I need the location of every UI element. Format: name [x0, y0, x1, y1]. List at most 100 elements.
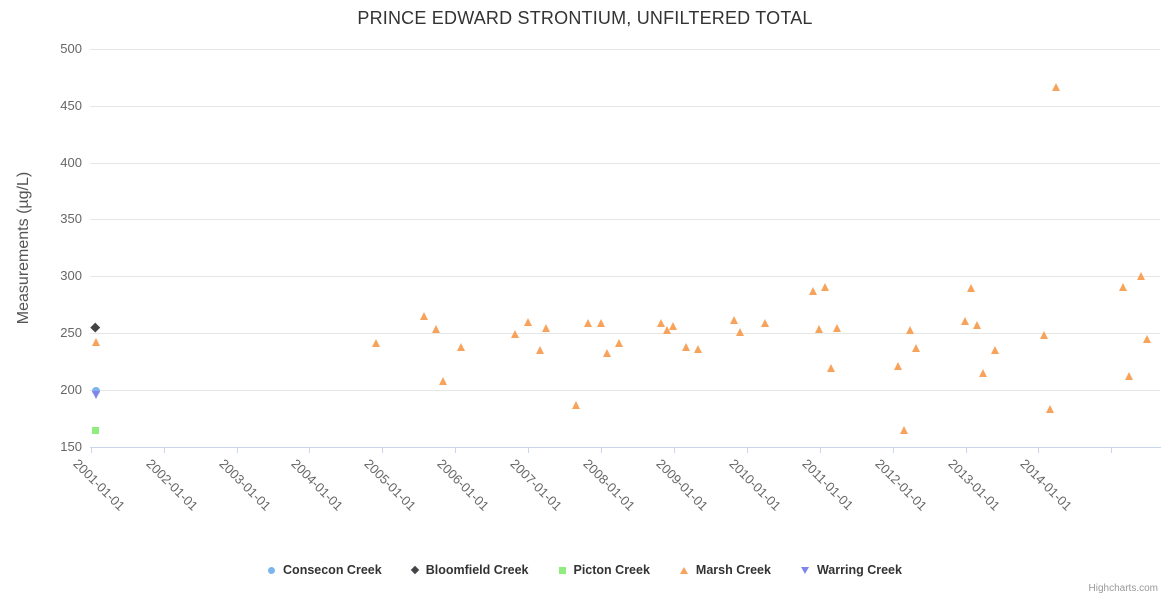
data-point-marsh-creek[interactable]: [596, 318, 605, 327]
data-point-marsh-creek[interactable]: [456, 342, 465, 351]
data-point-marsh-creek[interactable]: [991, 346, 1000, 355]
x-axis-tick: [455, 448, 457, 453]
data-point-marsh-creek[interactable]: [827, 364, 836, 373]
x-axis-label-2014-01-01: 2014-01-01: [1017, 456, 1076, 514]
data-point-marsh-creek[interactable]: [584, 318, 593, 327]
x-axis-label-2010-01-01: 2010-01-01: [726, 456, 784, 514]
data-point-marsh-creek[interactable]: [1046, 405, 1055, 414]
data-point-marsh-creek[interactable]: [1052, 83, 1061, 92]
data-point-marsh-creek[interactable]: [438, 376, 447, 385]
y-axis-label-350: 350: [60, 211, 82, 227]
data-point-marsh-creek[interactable]: [730, 315, 739, 324]
data-point-bloomfield-creek[interactable]: [90, 322, 101, 332]
legend-item-bloomfield-creek[interactable]: Bloomfield Creek: [410, 563, 529, 577]
x-axis-tick: [528, 448, 530, 453]
data-point-marsh-creek[interactable]: [92, 338, 101, 347]
data-point-marsh-creek[interactable]: [535, 346, 544, 355]
x-axis-label-2005-01-01: 2005-01-01: [361, 456, 420, 514]
x-axis-tick: [673, 448, 675, 453]
legend-item-picton-creek[interactable]: Picton Creek: [558, 563, 650, 577]
data-point-marsh-creek[interactable]: [511, 330, 520, 339]
y-gridline-400: [90, 162, 1160, 164]
legend-label-warring-creek: Warring Creek: [816, 563, 902, 577]
data-point-marsh-creek[interactable]: [371, 339, 380, 348]
data-point-marsh-creek[interactable]: [1137, 272, 1146, 281]
legend-label-bloomfield-creek: Bloomfield Creek: [425, 563, 529, 577]
x-axis-label-2006-01-01: 2006-01-01: [434, 456, 493, 514]
y-axis-label-400: 400: [60, 154, 82, 170]
data-point-marsh-creek[interactable]: [572, 400, 581, 409]
data-point-marsh-creek[interactable]: [602, 348, 611, 357]
legend-label-consecon-creek: Consecon Creek: [283, 563, 382, 577]
data-point-picton-creek[interactable]: [92, 427, 100, 435]
y-axis-label-200: 200: [60, 382, 82, 398]
legend-item-warring-creek[interactable]: Warring Creek: [800, 563, 902, 577]
data-point-marsh-creek[interactable]: [973, 321, 982, 330]
y-gridline-500: [90, 48, 1160, 50]
x-axis-label-2003-01-01: 2003-01-01: [215, 456, 274, 514]
data-point-marsh-creek[interactable]: [693, 345, 702, 354]
data-point-marsh-creek[interactable]: [681, 342, 690, 351]
x-axis-label-2001-01-01: 2001-01-01: [70, 456, 128, 514]
data-point-marsh-creek[interactable]: [833, 323, 842, 332]
x-axis-tick: [601, 448, 602, 453]
credits-link[interactable]: Highcharts.com: [1088, 583, 1158, 594]
data-point-warring-creek[interactable]: [92, 390, 101, 399]
y-axis-label-250: 250: [60, 325, 82, 341]
data-point-marsh-creek[interactable]: [663, 325, 672, 334]
y-axis-label-450: 450: [60, 97, 82, 113]
x-axis-tick: [90, 448, 92, 453]
data-point-marsh-creek[interactable]: [1118, 282, 1127, 291]
data-point-marsh-creek[interactable]: [541, 323, 550, 332]
data-point-marsh-creek[interactable]: [821, 282, 830, 291]
data-point-marsh-creek[interactable]: [900, 425, 909, 434]
x-axis-tick: [746, 448, 748, 453]
data-point-marsh-creek[interactable]: [967, 283, 976, 292]
data-point-marsh-creek[interactable]: [815, 324, 824, 333]
y-gridline-450: [90, 105, 1160, 107]
x-axis-tick: [892, 448, 894, 453]
y-axis-title-text: Measurements (µg/L): [15, 171, 32, 325]
x-axis-label-2012-01-01: 2012-01-01: [871, 456, 930, 514]
consecon-creek-marker-icon: [268, 566, 276, 574]
data-point-marsh-creek[interactable]: [432, 324, 441, 333]
data-point-marsh-creek[interactable]: [614, 339, 623, 348]
legend: Consecon Creek Bloomfield Creek Picton Cre…: [0, 563, 1170, 577]
data-point-marsh-creek[interactable]: [961, 316, 969, 325]
legend-item-consecon-creek[interactable]: Consecon Creek: [268, 563, 382, 577]
picton-creek-marker-icon: [558, 566, 566, 574]
bloomfield-creek-marker-icon: [410, 565, 419, 575]
data-point-marsh-creek[interactable]: [1039, 331, 1048, 340]
data-point-marsh-creek[interactable]: [906, 325, 915, 334]
legend-label-marsh-creek: Marsh Creek: [695, 563, 771, 577]
x-axis-tick: [1038, 448, 1040, 453]
marsh-creek-marker-icon: [679, 566, 688, 574]
data-point-marsh-creek[interactable]: [1125, 372, 1134, 381]
data-point-marsh-creek[interactable]: [979, 369, 988, 378]
x-axis-tick: [965, 448, 967, 453]
data-point-marsh-creek[interactable]: [523, 317, 532, 326]
x-axis-tick: [236, 448, 238, 453]
y-axis-label-500: 500: [60, 40, 82, 56]
y-axis-label-150: 150: [60, 439, 82, 454]
legend-label-picton-creek: Picton Creek: [573, 563, 650, 577]
data-point-marsh-creek[interactable]: [894, 362, 903, 371]
data-point-marsh-creek[interactable]: [669, 322, 678, 331]
data-point-marsh-creek[interactable]: [912, 343, 921, 352]
legend-item-marsh-creek[interactable]: Marsh Creek: [679, 563, 771, 577]
data-point-marsh-creek[interactable]: [760, 318, 769, 327]
data-point-marsh-creek[interactable]: [736, 328, 745, 337]
data-point-marsh-creek[interactable]: [809, 287, 818, 296]
x-axis-tick: [819, 448, 821, 453]
x-axis-label-2007-01-01: 2007-01-01: [507, 456, 566, 514]
x-axis-label-2009-01-01: 2009-01-01: [653, 456, 711, 514]
y-gridline-200: [90, 390, 1160, 392]
data-point-marsh-creek[interactable]: [657, 318, 666, 327]
data-point-marsh-creek[interactable]: [420, 312, 429, 321]
warring-creek-marker-icon: [800, 566, 809, 574]
chart-title: PRINCE EDWARD STRONTIUM, UNFILTERED TOTA…: [357, 8, 813, 28]
x-axis-tick: [309, 448, 311, 453]
x-axis-tick: [382, 448, 384, 453]
data-point-marsh-creek[interactable]: [1143, 334, 1152, 343]
